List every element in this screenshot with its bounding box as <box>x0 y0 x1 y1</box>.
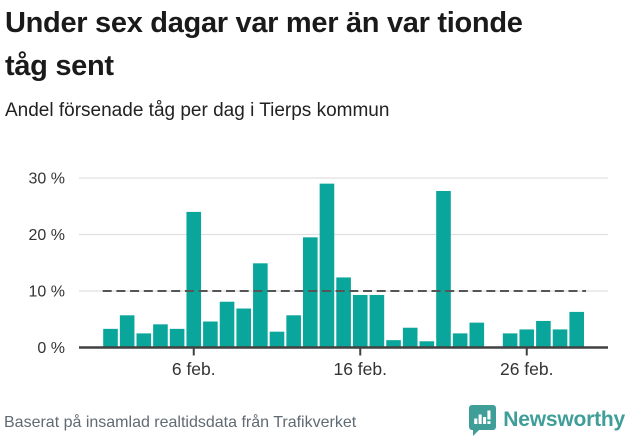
bar-7feb <box>203 321 218 348</box>
bar-18feb <box>386 340 401 348</box>
bar-10feb <box>253 263 268 348</box>
bar-1feb <box>103 328 118 348</box>
y-axis-label: 0 % <box>37 340 65 357</box>
bar-26feb <box>519 329 535 348</box>
x-axis-label: 16 feb. <box>333 359 387 379</box>
bar-16feb <box>352 294 368 348</box>
bar-11feb <box>269 331 285 348</box>
bar-28feb <box>552 329 568 348</box>
bar-25feb <box>502 333 518 348</box>
bar-3feb <box>136 333 152 348</box>
bar-9feb <box>236 308 251 348</box>
bar-22feb <box>452 333 468 348</box>
x-axis-label: 26 feb. <box>500 359 554 379</box>
newsworthy-logo[interactable]: Newsworthy <box>469 403 625 437</box>
bar-6feb <box>186 211 202 348</box>
newsworthy-logo-icon <box>469 404 497 436</box>
bar-19feb <box>402 327 418 348</box>
bar-12feb <box>286 315 301 348</box>
bar-27feb <box>536 320 551 348</box>
bar-15feb <box>336 277 351 348</box>
bar-20feb <box>419 341 435 348</box>
y-axis-label: 10 % <box>29 284 65 301</box>
bar-14feb <box>319 183 335 348</box>
bar-5feb <box>169 328 185 348</box>
page-title: Under sex dagar var mer än var tionde tå… <box>5 7 523 82</box>
newsworthy-logo-text: Newsworthy <box>503 408 625 431</box>
y-axis-label: 20 % <box>29 227 65 244</box>
x-axis-label: 6 feb. <box>172 359 216 379</box>
y-axis-label: 30 % <box>29 171 65 188</box>
bar-23feb <box>469 322 485 348</box>
bar-17feb <box>369 294 385 348</box>
bar-4feb <box>153 324 168 348</box>
chart-subtitle: Andel försenade tåg per dag i Tierps kom… <box>5 100 390 121</box>
bar-13feb <box>303 237 318 348</box>
bar-8feb <box>219 301 235 348</box>
bar-21feb <box>436 190 451 348</box>
bar-2feb <box>119 315 135 348</box>
bar-29feb <box>569 311 584 348</box>
source-note: Baserat på insamlad realtidsdata från Tr… <box>4 414 357 431</box>
